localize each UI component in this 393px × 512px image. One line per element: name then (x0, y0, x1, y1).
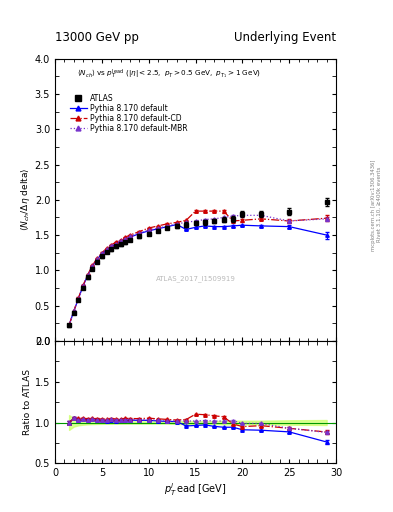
Y-axis label: Ratio to ATLAS: Ratio to ATLAS (23, 369, 32, 435)
Text: mcplots.cern.ch [arXiv:1306.3436]: mcplots.cern.ch [arXiv:1306.3436] (371, 159, 376, 250)
Text: 13000 GeV pp: 13000 GeV pp (55, 31, 139, 44)
Text: $\langle N_{ch}\rangle$ vs $p_T^{\rm lead}$ ($|\eta|<2.5,\ p_T>0.5$ GeV$,\ p_{T_: $\langle N_{ch}\rangle$ vs $p_T^{\rm lea… (77, 68, 262, 81)
Text: Underlying Event: Underlying Event (234, 31, 336, 44)
X-axis label: $p_T^l\,$ead [GeV]: $p_T^l\,$ead [GeV] (164, 481, 227, 498)
Y-axis label: $\langle N_{ch}/\Delta\eta\ \mathrm{delta}\rangle$: $\langle N_{ch}/\Delta\eta\ \mathrm{delt… (19, 168, 32, 231)
Text: Rivet 3.1.10, ≥400k events: Rivet 3.1.10, ≥400k events (377, 167, 382, 243)
Text: ATLAS_2017_I1509919: ATLAS_2017_I1509919 (156, 275, 235, 282)
Legend: ATLAS, Pythia 8.170 default, Pythia 8.170 default-CD, Pythia 8.170 default-MBR: ATLAS, Pythia 8.170 default, Pythia 8.17… (70, 94, 187, 133)
